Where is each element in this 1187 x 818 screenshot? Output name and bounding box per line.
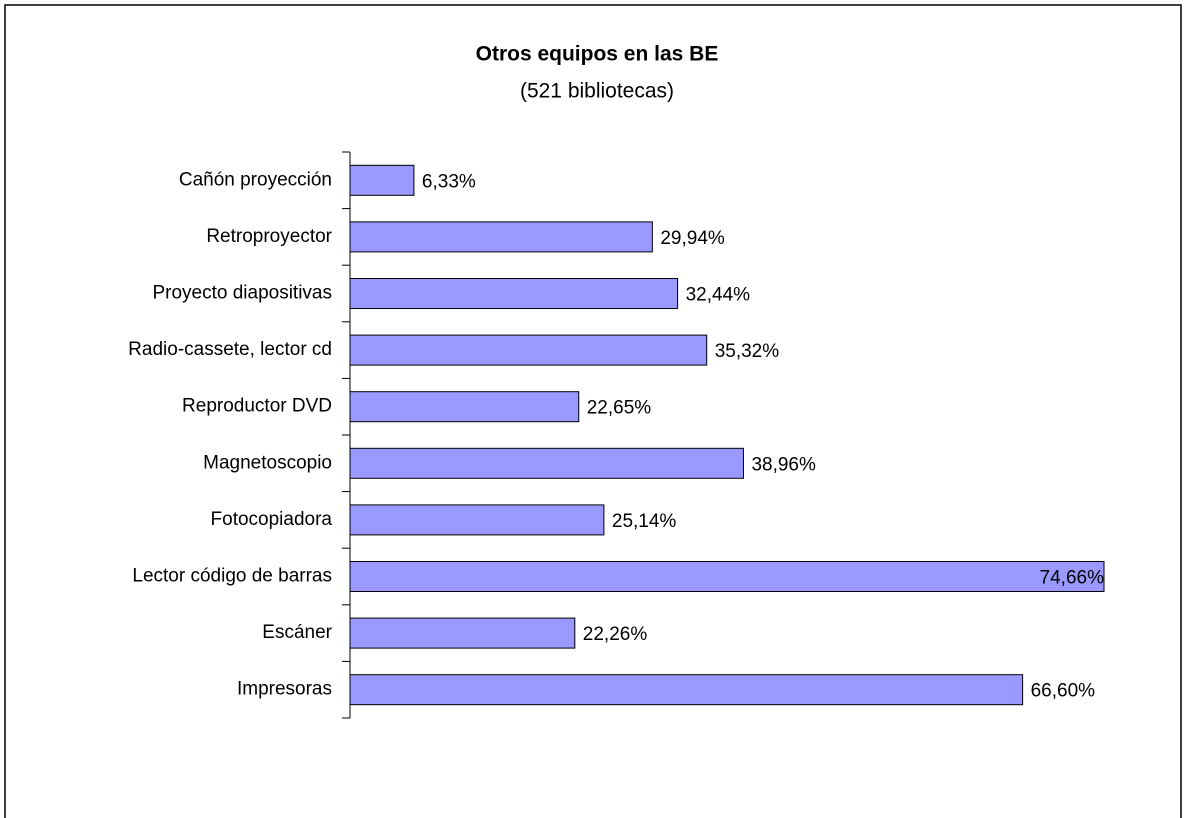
category-label: Retroproyector [206,226,332,247]
data-label: 22,26% [583,624,648,645]
bar [349,334,708,366]
bar [349,561,1105,592]
bar [349,221,653,253]
chart-title: Otros equipos en las BE [476,43,719,66]
data-label: 66,60% [1031,681,1096,702]
data-label: 74,66% [1040,568,1105,589]
data-label: 6,33% [422,171,476,192]
category-label: Reproductor DVD [182,396,332,417]
category-label: Magnetoscopio [203,452,332,473]
bar [349,278,679,309]
data-label: 32,44% [686,285,751,306]
data-label: 38,96% [751,454,816,475]
category-label: Proyecto diapositivas [152,283,332,304]
bar [349,164,415,196]
bar [349,504,605,536]
bar [349,617,576,649]
bar [349,447,744,479]
data-label: 25,14% [612,511,677,532]
category-label: Escáner [262,622,332,643]
bar [349,391,580,423]
category-label: Impresoras [237,679,332,700]
category-label: Radio-cassete, lector cd [128,339,332,360]
data-label: 35,32% [715,341,780,362]
data-label: 29,94% [660,228,725,249]
category-label: Cañón proyección [179,169,332,190]
bar [349,674,1024,706]
data-label: 22,65% [587,398,652,419]
category-label: Lector código de barras [132,566,332,587]
chart-subtitle: (521 bibliotecas) [520,80,674,103]
category-label: Fotocopiadora [211,509,333,530]
